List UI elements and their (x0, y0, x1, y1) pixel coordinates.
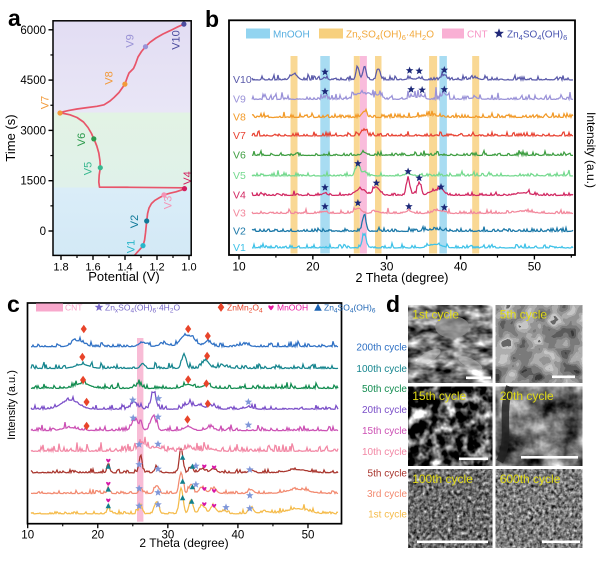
svg-text:5th cycle: 5th cycle (500, 308, 548, 322)
svg-text:V2: V2 (129, 215, 141, 228)
svg-text:50: 50 (528, 260, 542, 274)
svg-text:ZnxSO4(OH)6·4H2O: ZnxSO4(OH)6·4H2O (105, 303, 180, 315)
svg-text:V5: V5 (233, 170, 246, 182)
svg-text:1.2: 1.2 (149, 261, 164, 273)
svg-text:MnOOH: MnOOH (277, 303, 308, 313)
svg-text:Intensity (a.u.): Intensity (a.u.) (584, 112, 598, 188)
svg-text:20th cycle: 20th cycle (500, 389, 554, 403)
svg-text:20th cycle: 20th cycle (362, 405, 407, 416)
svg-text:MnOOH: MnOOH (273, 30, 310, 41)
svg-text:c: c (7, 291, 20, 317)
svg-text:Zn4SO4(OH)6: Zn4SO4(OH)6 (507, 30, 567, 43)
svg-text:6000: 6000 (20, 25, 46, 37)
svg-text:1st cycle: 1st cycle (368, 509, 407, 520)
svg-text:b: b (205, 6, 219, 32)
svg-text:Potential (V): Potential (V) (88, 269, 160, 284)
svg-text:CNT: CNT (467, 30, 488, 41)
svg-text:0: 0 (40, 226, 46, 238)
svg-text:100th cycle: 100th cycle (412, 472, 473, 486)
svg-text:10th cycle: 10th cycle (362, 447, 407, 458)
svg-text:1.0: 1.0 (181, 261, 196, 273)
svg-text:50: 50 (302, 530, 315, 542)
svg-text:V5: V5 (83, 162, 95, 175)
svg-text:Intensity (a.u.): Intensity (a.u.) (6, 370, 18, 440)
svg-text:2 Theta (degree): 2 Theta (degree) (139, 536, 228, 550)
svg-text:10: 10 (232, 260, 246, 274)
svg-text:V1: V1 (233, 242, 246, 254)
svg-text:15th cycle: 15th cycle (362, 426, 407, 437)
svg-text:d: d (386, 291, 400, 317)
svg-text:1.6: 1.6 (85, 261, 100, 273)
svg-text:30: 30 (380, 260, 394, 274)
svg-text:20: 20 (306, 260, 320, 274)
svg-text:Time (s): Time (s) (3, 114, 18, 161)
svg-text:Zn4SO4(OH)6: Zn4SO4(OH)6 (324, 303, 376, 315)
svg-text:V8: V8 (233, 112, 246, 124)
svg-text:V4: V4 (233, 190, 246, 202)
svg-text:20: 20 (91, 530, 104, 542)
svg-text:10: 10 (21, 530, 34, 542)
svg-text:600th cycle: 600th cycle (500, 472, 561, 486)
svg-text:1st cycle: 1st cycle (412, 308, 459, 322)
svg-text:V8: V8 (104, 71, 116, 84)
svg-text:200th cycle: 200th cycle (356, 342, 407, 353)
svg-text:V1: V1 (126, 240, 138, 253)
svg-text:ZnxSO4(OH)6·4H2O: ZnxSO4(OH)6·4H2O (346, 30, 434, 43)
svg-text:3rd cycle: 3rd cycle (367, 489, 407, 500)
svg-text:V4: V4 (182, 171, 194, 184)
svg-text:V6: V6 (76, 133, 88, 146)
svg-text:V7: V7 (233, 130, 246, 142)
svg-text:V7: V7 (40, 96, 52, 109)
svg-text:CNT: CNT (65, 303, 82, 313)
svg-text:V6: V6 (233, 150, 246, 162)
svg-text:ZnMn2O4: ZnMn2O4 (227, 303, 263, 315)
svg-text:V10: V10 (171, 30, 183, 50)
svg-text:5th cycle: 5th cycle (368, 468, 408, 479)
svg-text:V3: V3 (233, 208, 246, 220)
svg-text:1.8: 1.8 (53, 261, 68, 273)
svg-text:2 Theta (degree): 2 Theta (degree) (356, 271, 449, 285)
svg-text:100th cycle: 100th cycle (356, 364, 407, 375)
svg-text:V2: V2 (233, 226, 246, 238)
svg-text:4500: 4500 (20, 75, 46, 87)
svg-text:1.4: 1.4 (117, 261, 132, 273)
svg-text:V10: V10 (233, 74, 252, 86)
svg-text:V3: V3 (163, 196, 175, 209)
svg-text:40: 40 (454, 260, 468, 274)
svg-text:V9: V9 (125, 34, 137, 47)
svg-text:50th cycle: 50th cycle (362, 384, 407, 395)
svg-text:V9: V9 (233, 94, 246, 106)
svg-text:3000: 3000 (20, 125, 46, 137)
svg-text:30: 30 (161, 530, 174, 542)
svg-text:15th cycle: 15th cycle (412, 389, 466, 403)
svg-text:a: a (8, 5, 21, 31)
svg-text:40: 40 (232, 530, 245, 542)
svg-text:1500: 1500 (20, 176, 46, 188)
